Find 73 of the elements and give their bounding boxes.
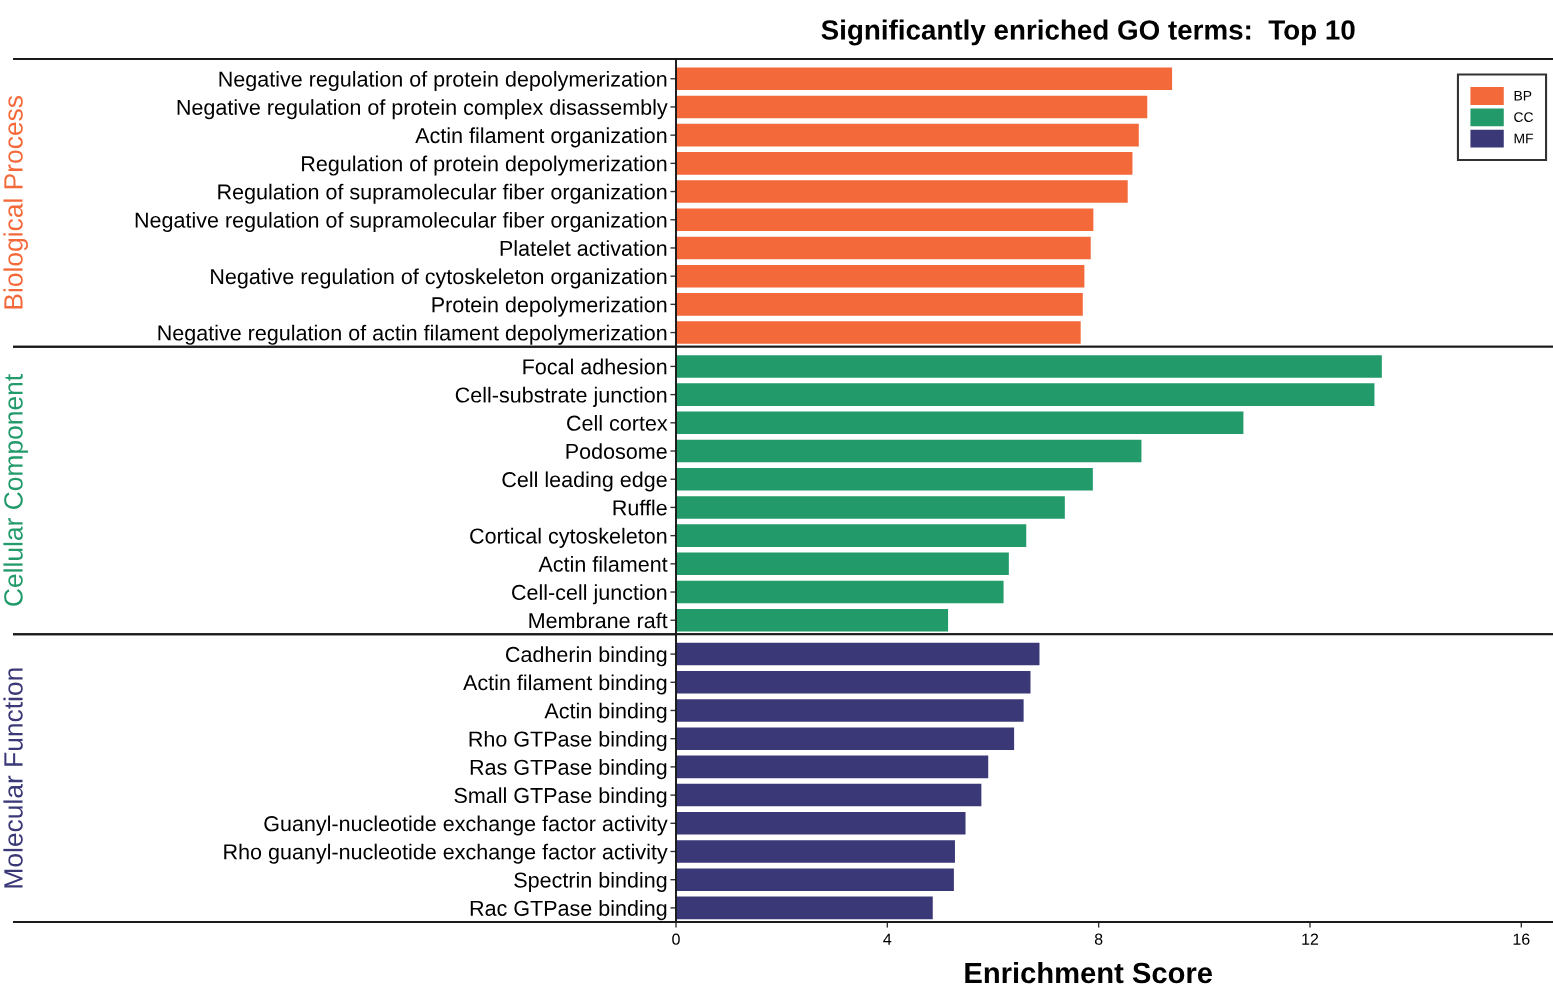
y-tick-label: Platelet activation	[500, 240, 667, 256]
bar	[676, 95, 1148, 119]
bar	[676, 524, 1027, 547]
bar	[676, 727, 1015, 750]
bar	[676, 208, 1094, 232]
y-tick-label: Cell-cell junction	[512, 584, 667, 605]
y-tick-label: Podosome	[566, 443, 667, 460]
y-axis-title: Biological Process	[3, 95, 28, 309]
bar	[676, 264, 1085, 288]
y-tick-label: Negative regulation of actin filament depolymerization	[158, 324, 667, 345]
bar	[676, 896, 933, 920]
y-tick-label: Actin binding	[544, 702, 667, 723]
y-axis-title: Molecular Function	[3, 668, 23, 888]
bar	[676, 755, 989, 779]
bar	[676, 868, 954, 891]
legend-label: CC	[1514, 112, 1534, 122]
bar	[676, 383, 1375, 406]
y-tick-label: Rho guanyl-nucleotide exchange factor activity	[224, 843, 668, 864]
y-tick-label: Protein depolymerization	[432, 296, 667, 317]
x-tick-label: 12	[1302, 933, 1319, 945]
bar	[676, 123, 1139, 147]
chart-title: Significantly enriched GO terms: Top 10	[821, 19, 1355, 46]
x-tick-label: 0	[672, 933, 680, 945]
x-tick-label: 16	[1513, 933, 1530, 945]
bar	[676, 783, 982, 807]
y-tick-label: Negative regulation of protein complex disassembly	[177, 99, 668, 120]
bar	[676, 293, 1083, 316]
y-tick-label: Actin filament	[538, 556, 668, 572]
x-axis-title: Enrichment Score	[965, 961, 1212, 984]
bar	[676, 67, 1173, 91]
y-axis-title: Cellular Component	[3, 374, 28, 606]
bar	[676, 671, 1031, 694]
y-tick-label: Negative regulation of cytoskeleton organization	[211, 268, 667, 289]
y-tick-label: Ruffle	[613, 499, 667, 516]
bar	[676, 642, 1040, 666]
bar	[676, 467, 1093, 491]
y-tick-label: Rho GTPase binding	[469, 730, 667, 751]
bar	[676, 180, 1128, 203]
x-tick-label: 8	[1094, 933, 1103, 945]
legend-label: BP	[1514, 90, 1532, 101]
y-tick-label: Ras GTPase binding	[470, 759, 667, 780]
bar	[676, 812, 966, 835]
y-tick-label: Negative regulation of protein depolymerization	[219, 70, 667, 92]
y-tick-label: Membrane raft	[529, 612, 668, 629]
bar	[676, 580, 1004, 604]
bar	[676, 496, 1065, 519]
y-tick-label: Small GTPase binding	[454, 787, 667, 808]
y-tick-label: Guanyl-nucleotide exchange factor activity	[264, 815, 668, 836]
y-tick-label: Focal adhesion	[523, 358, 667, 375]
y-tick-label: Actin filament organization	[415, 127, 667, 148]
bar	[676, 236, 1091, 260]
bar	[676, 552, 1009, 576]
bar	[676, 321, 1081, 344]
bar	[676, 411, 1244, 435]
bar	[676, 608, 949, 632]
y-tick-label: Regulation of supramolecular fiber organization	[218, 183, 667, 204]
y-tick-label: Cell cortex	[567, 415, 668, 431]
y-tick-label: Negative regulation of supramolecular fiber organization	[135, 211, 667, 233]
bar	[676, 355, 1382, 378]
y-tick-label: Actin filament binding	[463, 674, 667, 695]
y-tick-label: Cortical cytoskeleton	[470, 527, 667, 548]
x-tick-label: 4	[883, 933, 892, 945]
y-tick-label: Cadherin binding	[506, 646, 667, 667]
y-tick-label: Cell-substrate junction	[455, 386, 667, 407]
bar	[676, 152, 1133, 175]
bar	[676, 699, 1024, 722]
legend-label: MF	[1514, 133, 1533, 144]
y-tick-label: Rac GTPase binding	[470, 900, 667, 921]
y-tick-label: Regulation of protein depolymerization	[302, 155, 667, 176]
y-tick-label: Cell leading edge	[502, 471, 667, 492]
y-tick-label: Spectrin binding	[514, 871, 667, 892]
bar	[676, 439, 1142, 463]
bar	[676, 840, 955, 863]
